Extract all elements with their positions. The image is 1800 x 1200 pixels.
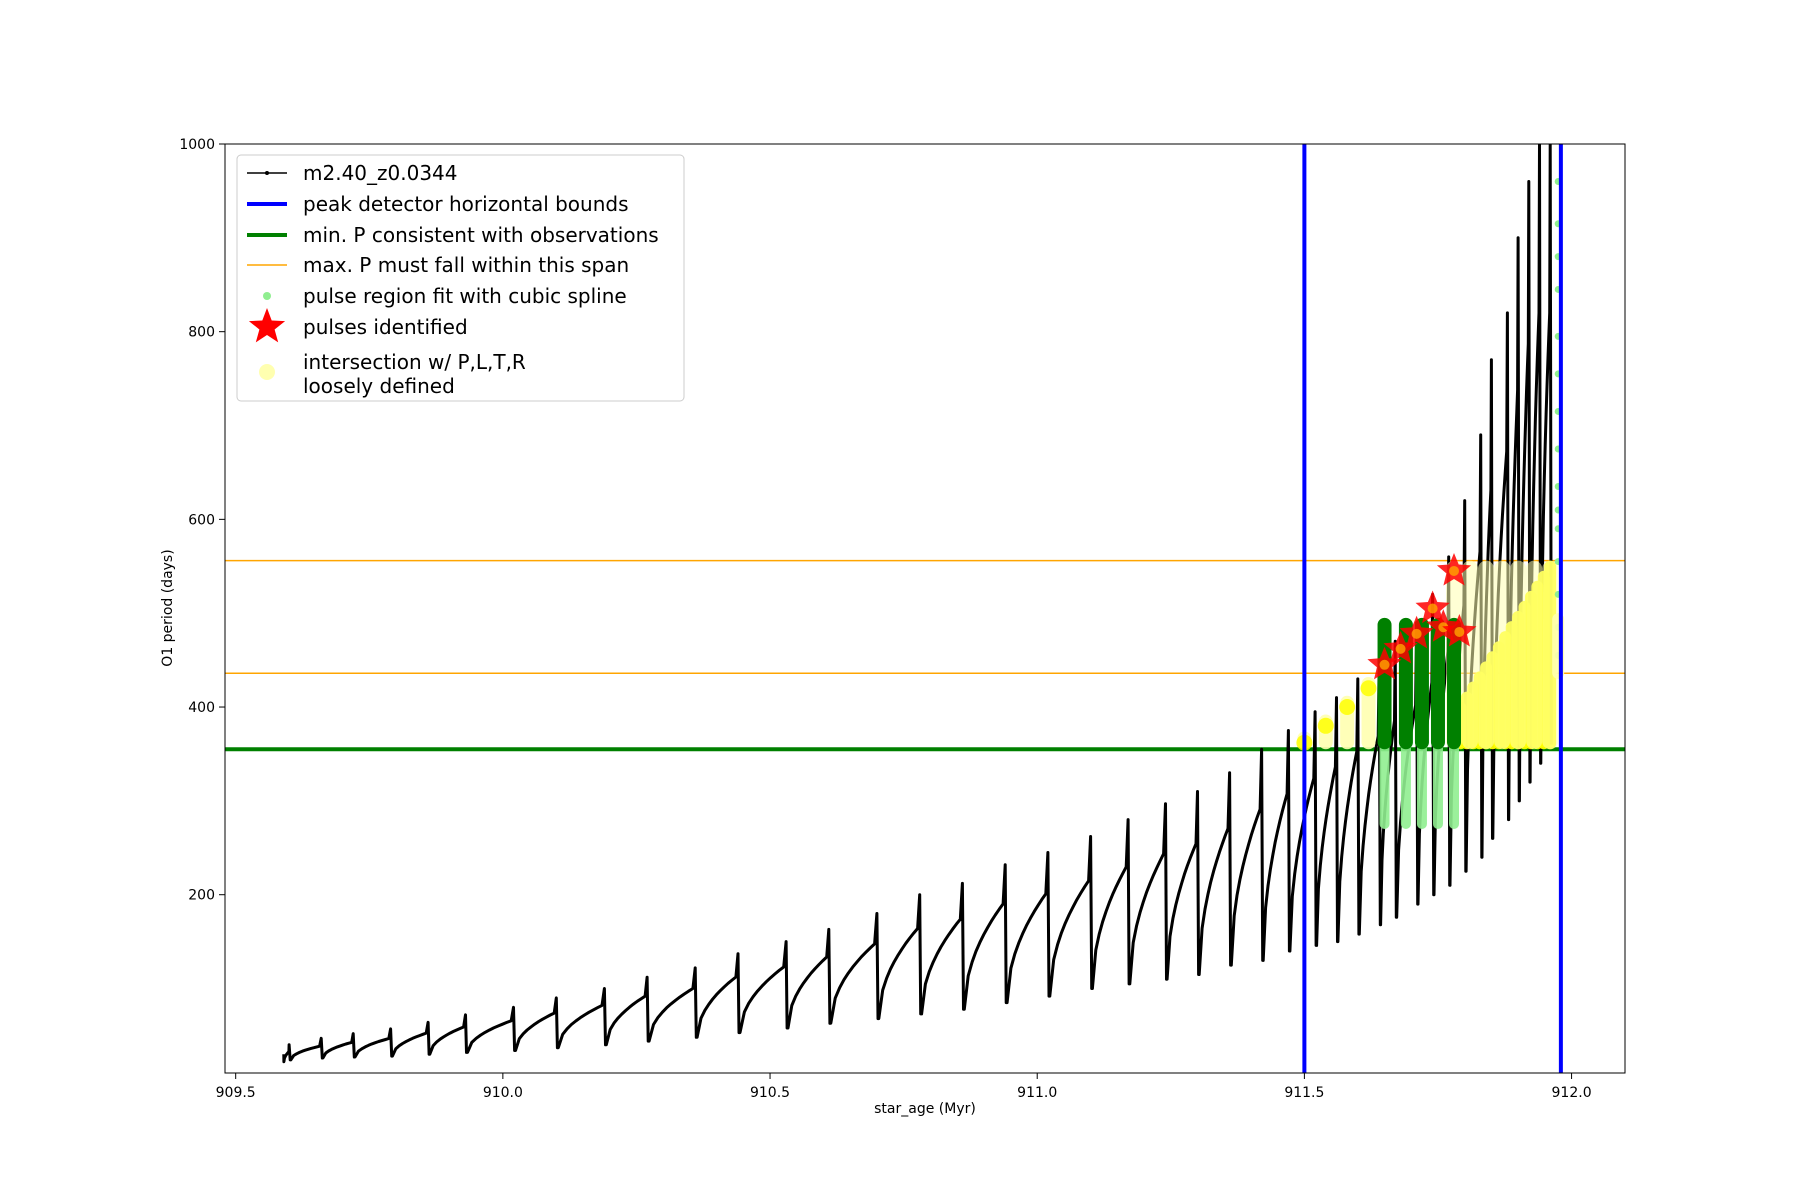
x-tick-label: 910.0: [483, 1085, 523, 1101]
y-axis: 200 400 600 800 1000: [179, 137, 225, 904]
legend-label: pulse region fit with cubic spline: [303, 284, 627, 308]
y-tick-label: 200: [188, 888, 215, 904]
pulse-segment: [1414, 617, 1429, 750]
loose-intersection-point: [1360, 680, 1377, 697]
track-line: [282, 144, 1553, 1064]
pulse-star-center: [1454, 626, 1465, 637]
loose-intersection-point: [1317, 717, 1334, 734]
pulse-star-center: [1411, 628, 1422, 639]
x-tick-label: 911.0: [1017, 1085, 1057, 1101]
intersection-haze: [1542, 560, 1559, 750]
x-tick-label: 910.5: [750, 1085, 790, 1101]
legend-label: pulses identified: [303, 315, 468, 339]
x-tick-label: 909.5: [216, 1085, 256, 1101]
y-axis-label: O1 period (days): [160, 549, 176, 666]
legend-label: min. P consistent with observations: [303, 223, 659, 247]
pulse-segment: [1377, 617, 1392, 750]
legend-label: peak detector horizontal bounds: [303, 192, 629, 216]
pulse-star-center: [1449, 565, 1460, 576]
legend-label: loosely defined: [303, 374, 455, 398]
loose-intersection-point: [1339, 699, 1356, 716]
x-axis: 909.5 910.0 910.5 911.0 911.5 912.0: [216, 1073, 1592, 1101]
intersection-haze: [1462, 560, 1479, 750]
pulse-star-center: [1379, 659, 1390, 670]
pulse-segment: [1447, 617, 1462, 750]
legend-swatch-intersection: [259, 364, 275, 380]
intersection-haze: [1526, 560, 1543, 750]
y-tick-label: 1000: [179, 137, 215, 153]
legend-swatch-spline: [263, 292, 271, 300]
intersection-haze: [1510, 560, 1527, 750]
legend-label: max. P must fall within this span: [303, 253, 629, 277]
legend-label: m2.40_z0.0344: [303, 161, 458, 185]
plot-layer: [225, 144, 1625, 1073]
pulse-segment: [1430, 617, 1445, 750]
y-tick-label: 400: [188, 700, 215, 716]
x-tick-label: 911.5: [1284, 1085, 1324, 1101]
legend-box: [236, 154, 685, 402]
intersection-haze: [1494, 560, 1511, 750]
legend-label: intersection w/ P,L,T,R: [303, 350, 526, 374]
y-tick-label: 600: [188, 512, 215, 528]
legend-swatch-star: [248, 308, 286, 343]
pulse-star-center: [1427, 603, 1438, 614]
x-tick-label: 912.0: [1552, 1085, 1592, 1101]
legend-swatch-track-dot: [265, 171, 269, 175]
y-tick-label: 800: [188, 325, 215, 341]
pulse-star-center: [1395, 643, 1406, 654]
plot-frame: [224, 143, 1626, 1074]
x-axis-label: star_age (Myr): [874, 1101, 976, 1117]
intersection-haze: [1478, 560, 1495, 750]
